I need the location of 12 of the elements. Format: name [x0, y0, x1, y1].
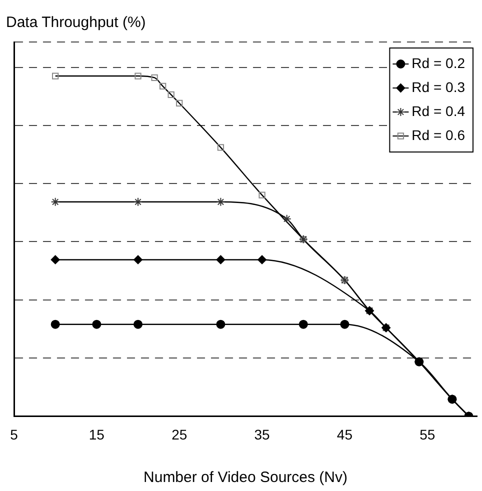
- legend-label: Rd = 0.3: [412, 78, 466, 95]
- legend-label: Rd = 0.4: [412, 102, 466, 119]
- x-tick-label: 25: [172, 426, 188, 442]
- x-tick-label: 55: [420, 426, 436, 442]
- legend-label: Rd = 0.2: [412, 54, 466, 71]
- y-axis-title: Data Throughput (%): [6, 14, 146, 31]
- x-tick-label: 5: [10, 426, 18, 442]
- legend-label: Rd = 0.6: [412, 126, 466, 143]
- x-tick-label: 15: [88, 426, 105, 442]
- x-tick-label: 45: [336, 426, 353, 442]
- x-axis-title: Number of Video Sources (Nv): [144, 469, 348, 486]
- x-tick-label: 35: [254, 426, 270, 442]
